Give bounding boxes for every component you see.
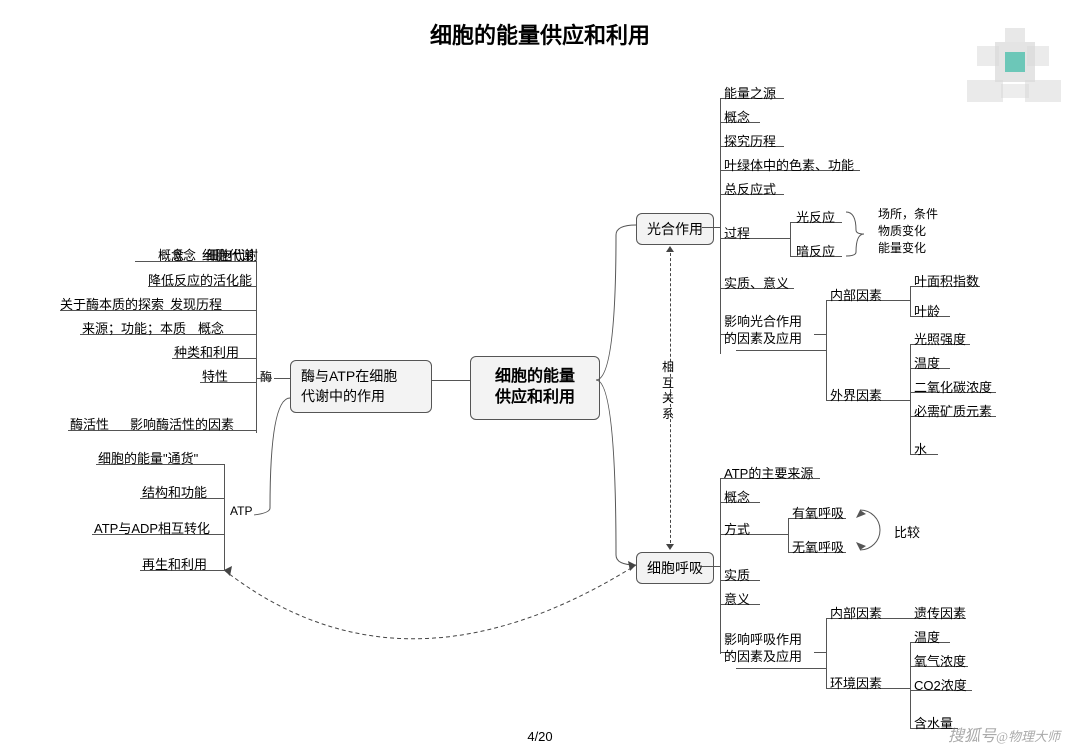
leaf: 场所，条件物质变化能量变化 — [878, 206, 938, 256]
leaf: 必需矿质元素 — [914, 401, 992, 420]
leaf: 温度 — [914, 627, 940, 646]
footer-brand-name: 搜狐号 — [948, 728, 996, 745]
connector — [736, 668, 826, 669]
leaf: ATP与ADP相互转化 — [94, 518, 210, 537]
relation-label: 相互关系 — [662, 360, 676, 422]
connector — [758, 238, 790, 239]
brace-icon — [846, 208, 876, 260]
connector — [790, 222, 791, 256]
leaf: 概念 — [198, 318, 224, 337]
leaf: 无氧呼吸 — [792, 537, 844, 556]
leaf: 实质、意义 — [724, 273, 789, 292]
leaf: 关于酶本质的探索 — [60, 294, 164, 313]
connector — [910, 344, 911, 454]
leaf: 氧气浓度 — [914, 651, 966, 670]
leaf: 影响光合作用的因素及应用 — [724, 314, 814, 348]
atp-label: ATP — [228, 504, 254, 518]
footer-brand: 搜狐号@物理大师 — [948, 722, 1060, 746]
leaf: 水 — [914, 439, 927, 458]
leaf: 细胞的能量"通货" — [98, 448, 198, 467]
connector — [230, 398, 290, 518]
leaf: 结构和功能 — [142, 482, 207, 501]
connector — [910, 642, 911, 728]
connector — [826, 300, 827, 400]
leaf: 光照强度 — [914, 329, 966, 348]
leaf: 温度 — [914, 353, 940, 372]
leaf: 遗传因素 — [914, 603, 966, 622]
connector — [430, 380, 470, 381]
arrow-icon — [666, 544, 674, 550]
page-title: 细胞的能量供应和利用 — [0, 18, 1080, 50]
photo-node: 光合作用 — [636, 213, 714, 245]
resp-node: 细胞呼吸 — [636, 552, 714, 584]
leaf: 外界因素 — [830, 385, 882, 404]
connector — [702, 227, 720, 228]
connector — [256, 378, 272, 379]
leaf: 探究历程 — [724, 131, 776, 150]
connector — [814, 334, 826, 335]
leaf: 总反应式 — [724, 179, 776, 198]
leaf: 叶绿体中的色素、功能 — [724, 155, 854, 174]
leaf: 种类和利用 — [174, 342, 239, 361]
connector — [886, 688, 910, 689]
leaf: 影响呼吸作用的因素及应用 — [724, 632, 814, 666]
leaf: 含水量 — [914, 713, 953, 732]
connector — [910, 286, 911, 316]
connector — [788, 518, 789, 552]
leaf: 比较 — [894, 522, 920, 541]
leaf: 能量之源 — [724, 83, 776, 102]
connector — [736, 350, 826, 351]
compare-arc-icon — [852, 506, 892, 554]
leaf: 叶面积指数 — [914, 271, 979, 290]
dashed-arc — [224, 560, 644, 690]
connector — [720, 604, 721, 654]
connector — [702, 566, 720, 567]
leaf: 概念 — [724, 487, 750, 506]
leaf: ATP的主要来源 — [724, 463, 813, 482]
leaf: 特性 — [202, 366, 228, 385]
left-main-node: 酶与ATP在细胞代谢中的作用 — [290, 360, 432, 413]
leaf: 来源；功能；本质 — [82, 318, 186, 337]
connector — [596, 225, 656, 565]
connector — [886, 300, 910, 301]
leaf: 二氧化碳浓度 — [914, 377, 992, 396]
connector — [720, 288, 721, 354]
leaf: 内部因素 — [830, 285, 882, 304]
connector — [886, 400, 910, 401]
logo-icon — [967, 28, 1062, 108]
leaf: 酶活性 — [70, 414, 109, 433]
arrow-icon — [666, 246, 674, 252]
mindmap-canvas: 细胞的能量供应和利用 4/20 搜狐号@物理大师 细胞的能量供应和利用 酶与AT… — [0, 0, 1080, 754]
leaf: 方式 — [724, 519, 750, 538]
leaf: 光反应 — [796, 207, 835, 226]
footer-brand-at: @物理大师 — [996, 729, 1060, 744]
connector — [156, 261, 200, 262]
connector — [272, 378, 290, 379]
connector — [826, 618, 827, 688]
leaf: 暗反应 — [796, 241, 835, 260]
leaf: 内部因素 — [830, 603, 882, 622]
leaf: 降低反应的活化能 — [148, 270, 252, 289]
leaf: 叶龄 — [914, 301, 940, 320]
center-node: 细胞的能量供应和利用 — [470, 356, 600, 420]
connector — [224, 464, 225, 570]
connector — [758, 534, 788, 535]
leaf: 环境因素 — [830, 673, 882, 692]
leaf: 意义 — [724, 589, 750, 608]
enzyme-label: 酶 — [258, 368, 274, 385]
leaf: 有氧呼吸 — [792, 503, 844, 522]
connector — [814, 652, 826, 653]
leaf: 概念 — [724, 107, 750, 126]
leaf: 影响酶活性的因素 — [130, 414, 234, 433]
leaf: 再生和利用 — [142, 554, 207, 573]
leaf: 实质 — [724, 565, 750, 584]
leaf: 细胞代谢 — [202, 245, 254, 264]
leaf: 发现历程 — [170, 294, 222, 313]
leaf: 过程 — [724, 223, 750, 242]
leaf: CO2浓度 — [914, 675, 967, 694]
